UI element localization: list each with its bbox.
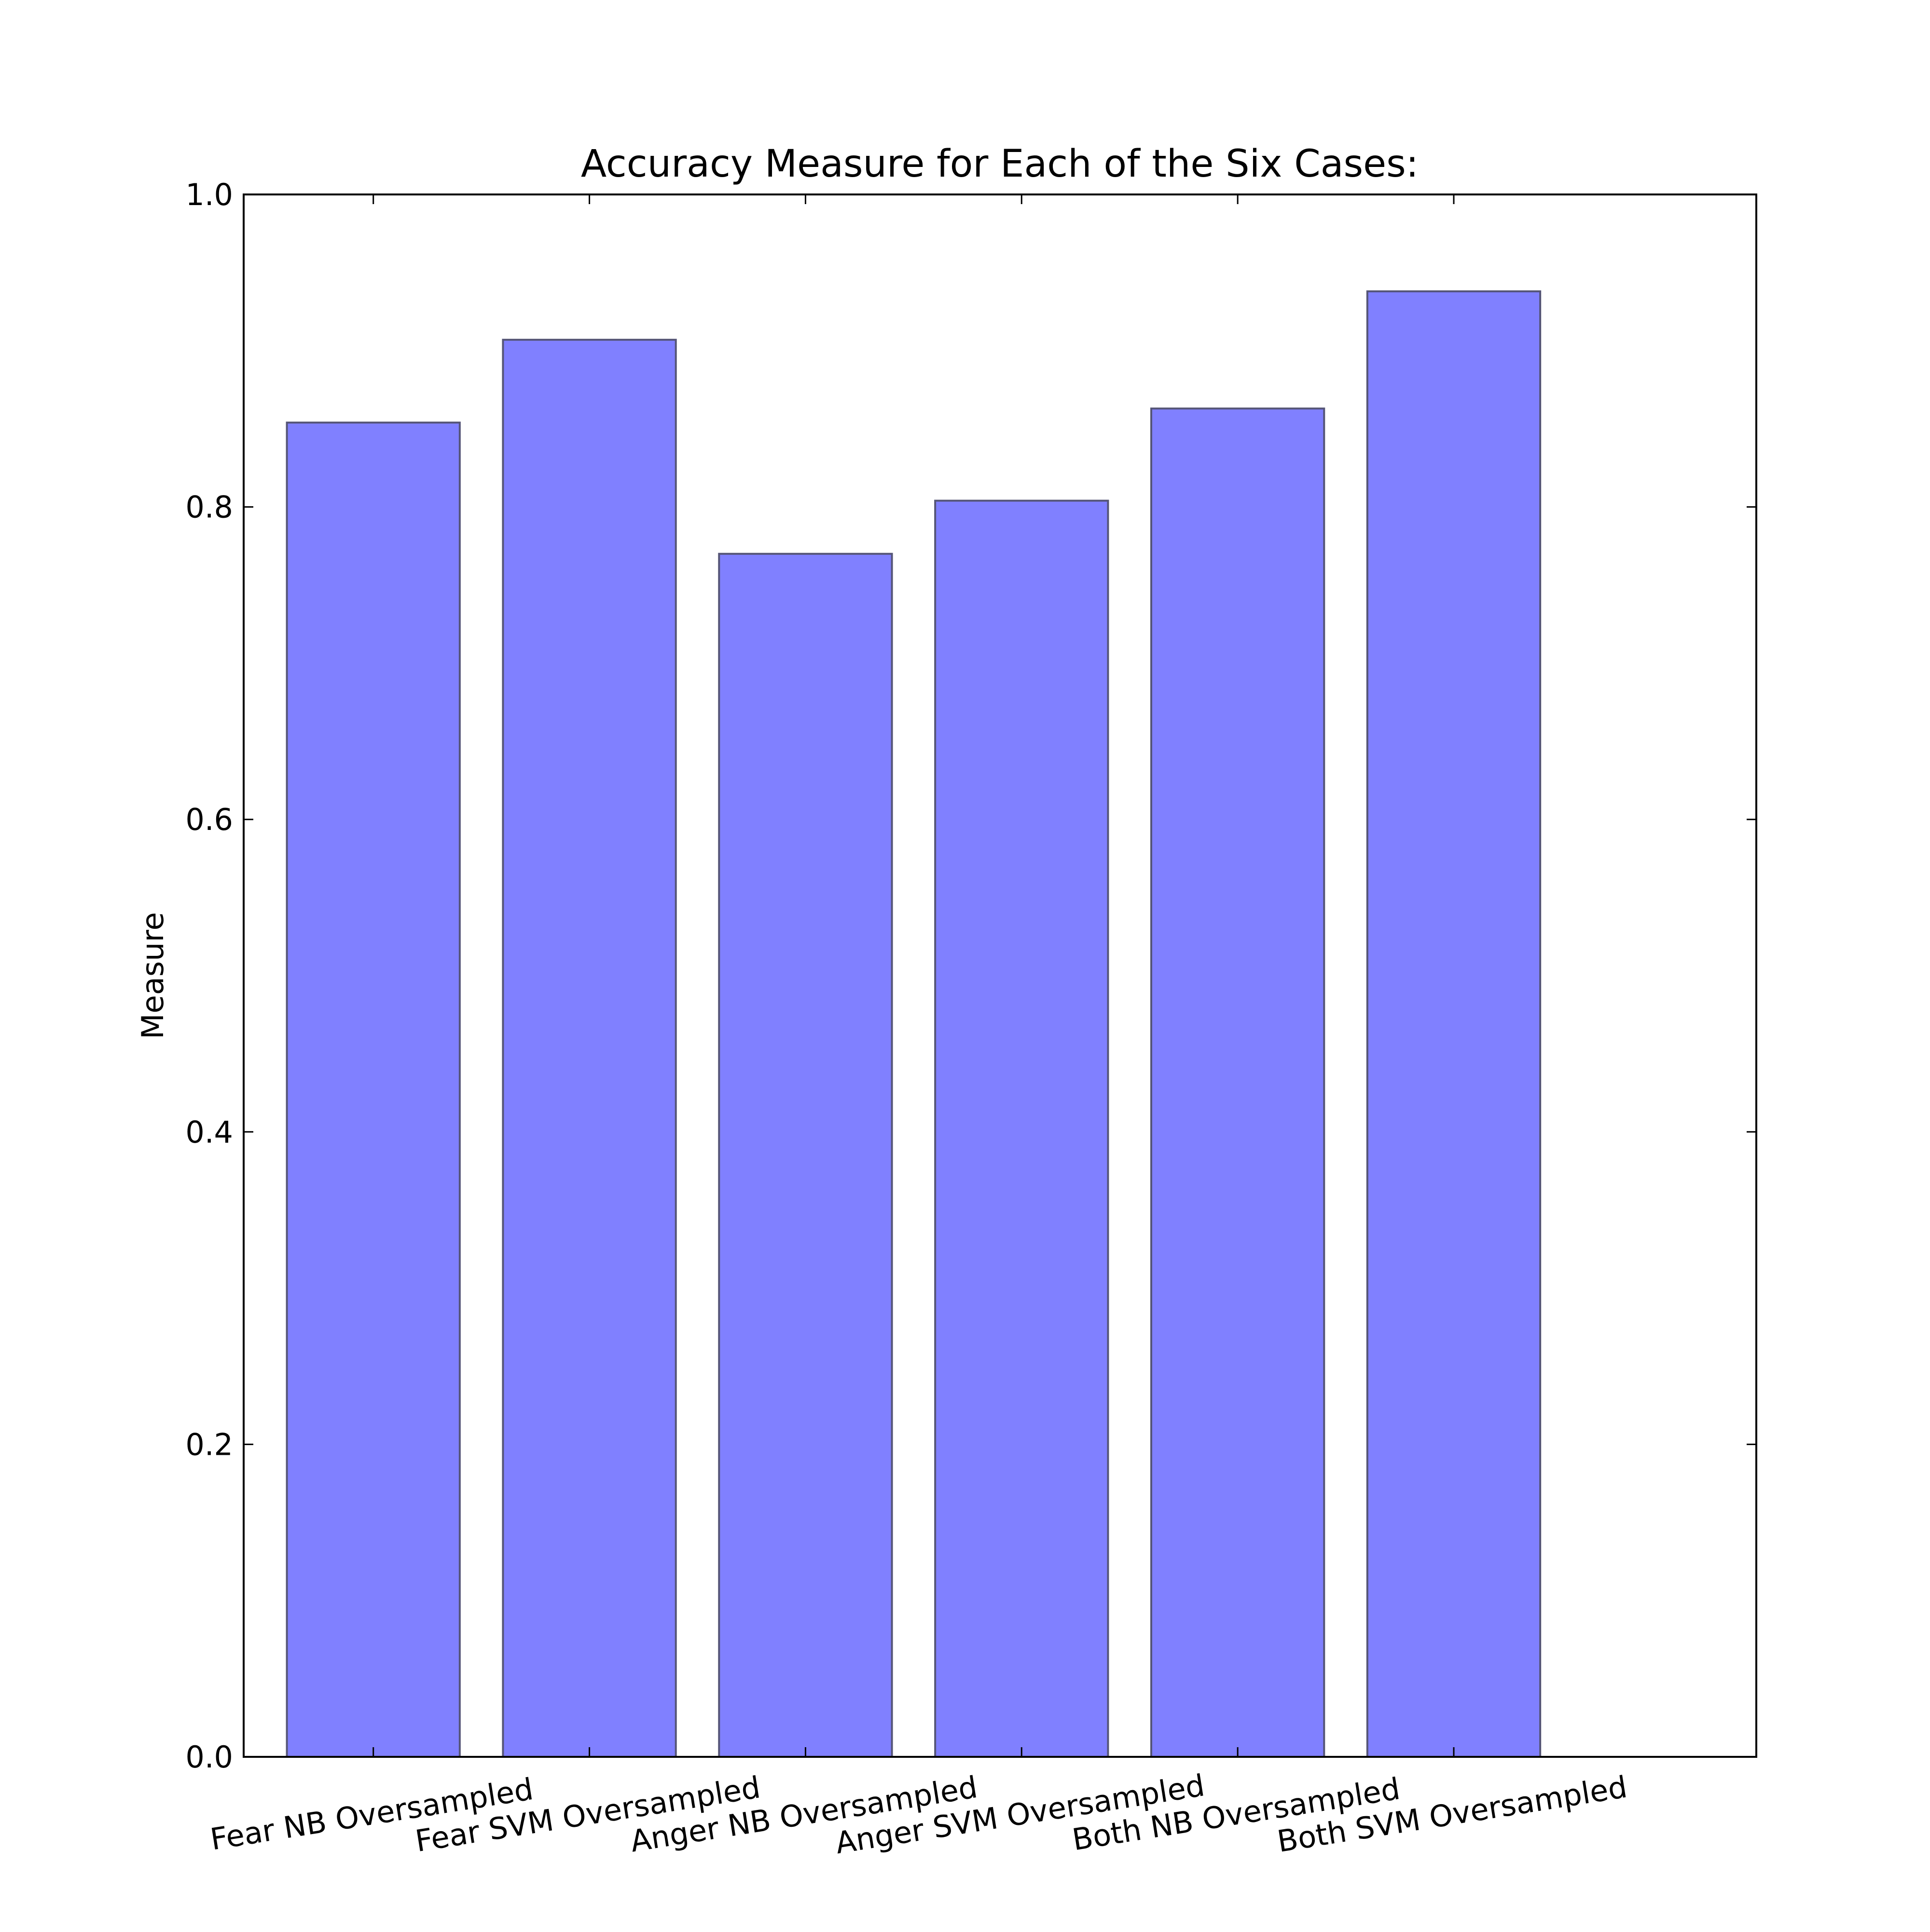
ticks-layer	[244, 193, 1756, 1758]
bar-1	[286, 421, 461, 1758]
bar-3	[718, 552, 893, 1758]
y-tick-label: 1.0	[185, 177, 233, 212]
y-tick-label: 0.4	[185, 1115, 233, 1150]
bar-5	[1150, 407, 1325, 1758]
y-tick-label: 0.0	[185, 1739, 233, 1775]
plot-frame	[243, 193, 1757, 1758]
y-tick-label: 0.8	[185, 490, 233, 525]
bar-6	[1366, 290, 1542, 1758]
y-axis-label: Measure	[135, 912, 170, 1039]
bar-4	[934, 499, 1109, 1758]
bars-layer	[286, 290, 1542, 1758]
y-tick-label: 0.6	[185, 802, 233, 837]
bar-2	[502, 339, 677, 1758]
chart-title: Accuracy Measure for Each of the Six Cas…	[581, 142, 1419, 186]
y-tick-label: 0.2	[185, 1427, 233, 1462]
